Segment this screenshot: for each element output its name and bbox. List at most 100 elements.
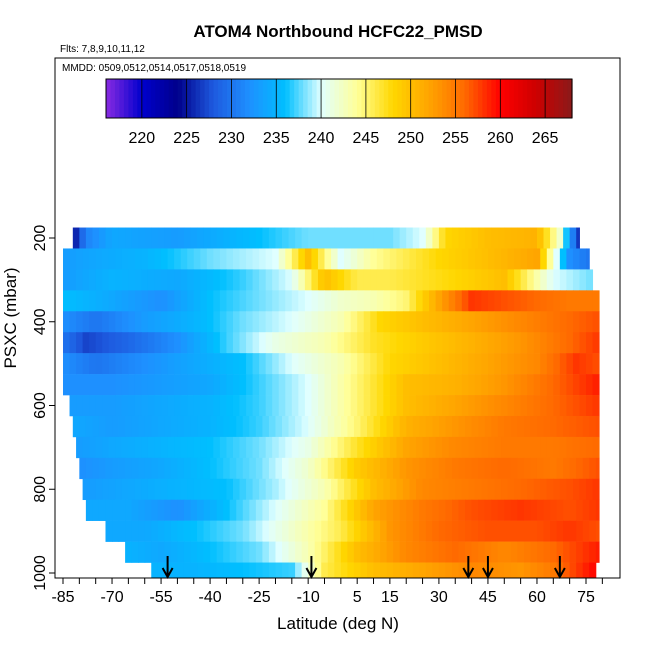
heatmap-cell — [530, 499, 538, 521]
colorbar-frame — [105, 78, 573, 119]
heatmap-cell — [311, 248, 319, 270]
heatmap-cell — [112, 227, 120, 249]
heatmap-cell — [115, 311, 123, 333]
colorbar-segment — [334, 79, 340, 118]
heatmap-cell — [95, 374, 103, 396]
heatmap-cell — [536, 562, 545, 579]
heatmap-cell — [432, 227, 440, 249]
heatmap-cell — [455, 436, 463, 459]
heatmap-cell — [566, 478, 574, 501]
heatmap-cell — [141, 311, 149, 333]
heatmap-cell — [232, 478, 241, 501]
heatmap-cell — [236, 415, 244, 438]
heatmap-cell — [572, 332, 580, 354]
colorbar-segment — [486, 79, 492, 118]
heatmap-cell — [582, 520, 590, 542]
heatmap-cell — [200, 478, 208, 501]
heatmap-cell — [458, 541, 466, 563]
heatmap-cell — [262, 562, 270, 579]
heatmap-cell — [85, 457, 93, 480]
heatmap-cell — [282, 499, 290, 521]
heatmap-cell — [331, 269, 339, 291]
heatmap-cell — [265, 353, 273, 375]
heatmap-cell — [105, 415, 113, 438]
heatmap-cell — [380, 227, 388, 249]
heatmap-cell — [317, 353, 325, 375]
heatmap-cell — [138, 457, 146, 480]
heatmap-cell — [236, 562, 244, 579]
heatmap-cell — [334, 227, 342, 249]
heatmap-cell — [242, 520, 250, 542]
heatmap-cell — [200, 332, 208, 354]
heatmap-cell — [102, 436, 110, 459]
heatmap-cell — [553, 353, 561, 375]
heatmap-cell — [481, 353, 489, 375]
heatmap-cell — [566, 290, 574, 312]
heatmap-cell — [484, 415, 492, 438]
heatmap-cell — [239, 374, 247, 396]
heatmap-cell — [95, 290, 103, 312]
heatmap-cell — [458, 457, 466, 480]
heatmap-cell — [386, 457, 394, 480]
colorbar-segment — [209, 79, 215, 118]
heatmap-cell — [141, 374, 149, 396]
heatmap-cell — [396, 332, 404, 354]
heatmap-cell — [317, 290, 325, 312]
heatmap-cell — [363, 353, 371, 375]
heatmap-cell — [125, 499, 133, 521]
heatmap-cell — [487, 290, 495, 312]
heatmap-cell — [510, 415, 518, 438]
heatmap-cell — [468, 478, 476, 501]
heatmap-cell — [138, 227, 146, 249]
heatmap-cell — [435, 248, 443, 270]
heatmap-cell — [121, 311, 129, 333]
heatmap-cell — [399, 499, 407, 521]
heatmap-cell — [206, 311, 214, 333]
heatmap-cell — [566, 248, 574, 270]
heatmap-cell — [497, 227, 505, 249]
heatmap-cell — [144, 415, 152, 438]
x-axis-label: Latitude (deg N) — [277, 614, 399, 633]
y-axis: 200 400 600 800 1000 — [32, 225, 55, 591]
heatmap-cell — [79, 457, 87, 480]
heatmap-cell — [383, 290, 391, 312]
heatmap-cell — [216, 520, 224, 542]
heatmap-cell — [141, 436, 149, 459]
heatmap-cell — [236, 227, 244, 249]
heatmap-cell — [514, 395, 522, 417]
heatmap-cell — [501, 311, 509, 333]
heatmap-cell — [533, 269, 541, 291]
heatmap-cell — [393, 499, 401, 521]
heatmap-cell — [461, 395, 469, 417]
heatmap-cell — [363, 311, 371, 333]
heatmap-cell — [465, 415, 473, 438]
heatmap-cell — [108, 311, 116, 333]
heatmap-cell — [174, 269, 182, 291]
colorbar-tick-label: 260 — [487, 130, 514, 147]
colorbar-segment — [330, 79, 336, 118]
heatmap-cell — [572, 436, 580, 459]
heatmap-cell — [569, 520, 577, 542]
heatmap-cell — [566, 353, 574, 375]
heatmap-cell — [112, 457, 120, 480]
heatmap-cell — [357, 353, 365, 375]
heatmap-cell — [337, 353, 345, 375]
heatmap-cell — [556, 227, 564, 249]
heatmap-cell — [213, 478, 221, 501]
dates-subtitle: MMDD: 0509,0512,0514,0517,0518,0519 — [62, 63, 246, 74]
heatmap-cell — [559, 269, 567, 291]
heatmap-cell — [327, 562, 335, 579]
heatmap-cell — [206, 436, 214, 459]
heatmap-cell — [249, 520, 257, 542]
heatmap-cell — [380, 415, 388, 438]
heatmap-cell — [242, 457, 250, 480]
colorbar-segment — [437, 79, 443, 118]
heatmap-cell — [301, 499, 309, 521]
heatmap-cell — [409, 395, 417, 417]
heatmap-cell — [275, 415, 283, 438]
heatmap-cell — [187, 311, 195, 333]
heatmap-cell — [278, 311, 286, 333]
heatmap-cell — [187, 395, 195, 417]
heatmap-cell — [327, 520, 335, 542]
heatmap-cell — [497, 415, 505, 438]
